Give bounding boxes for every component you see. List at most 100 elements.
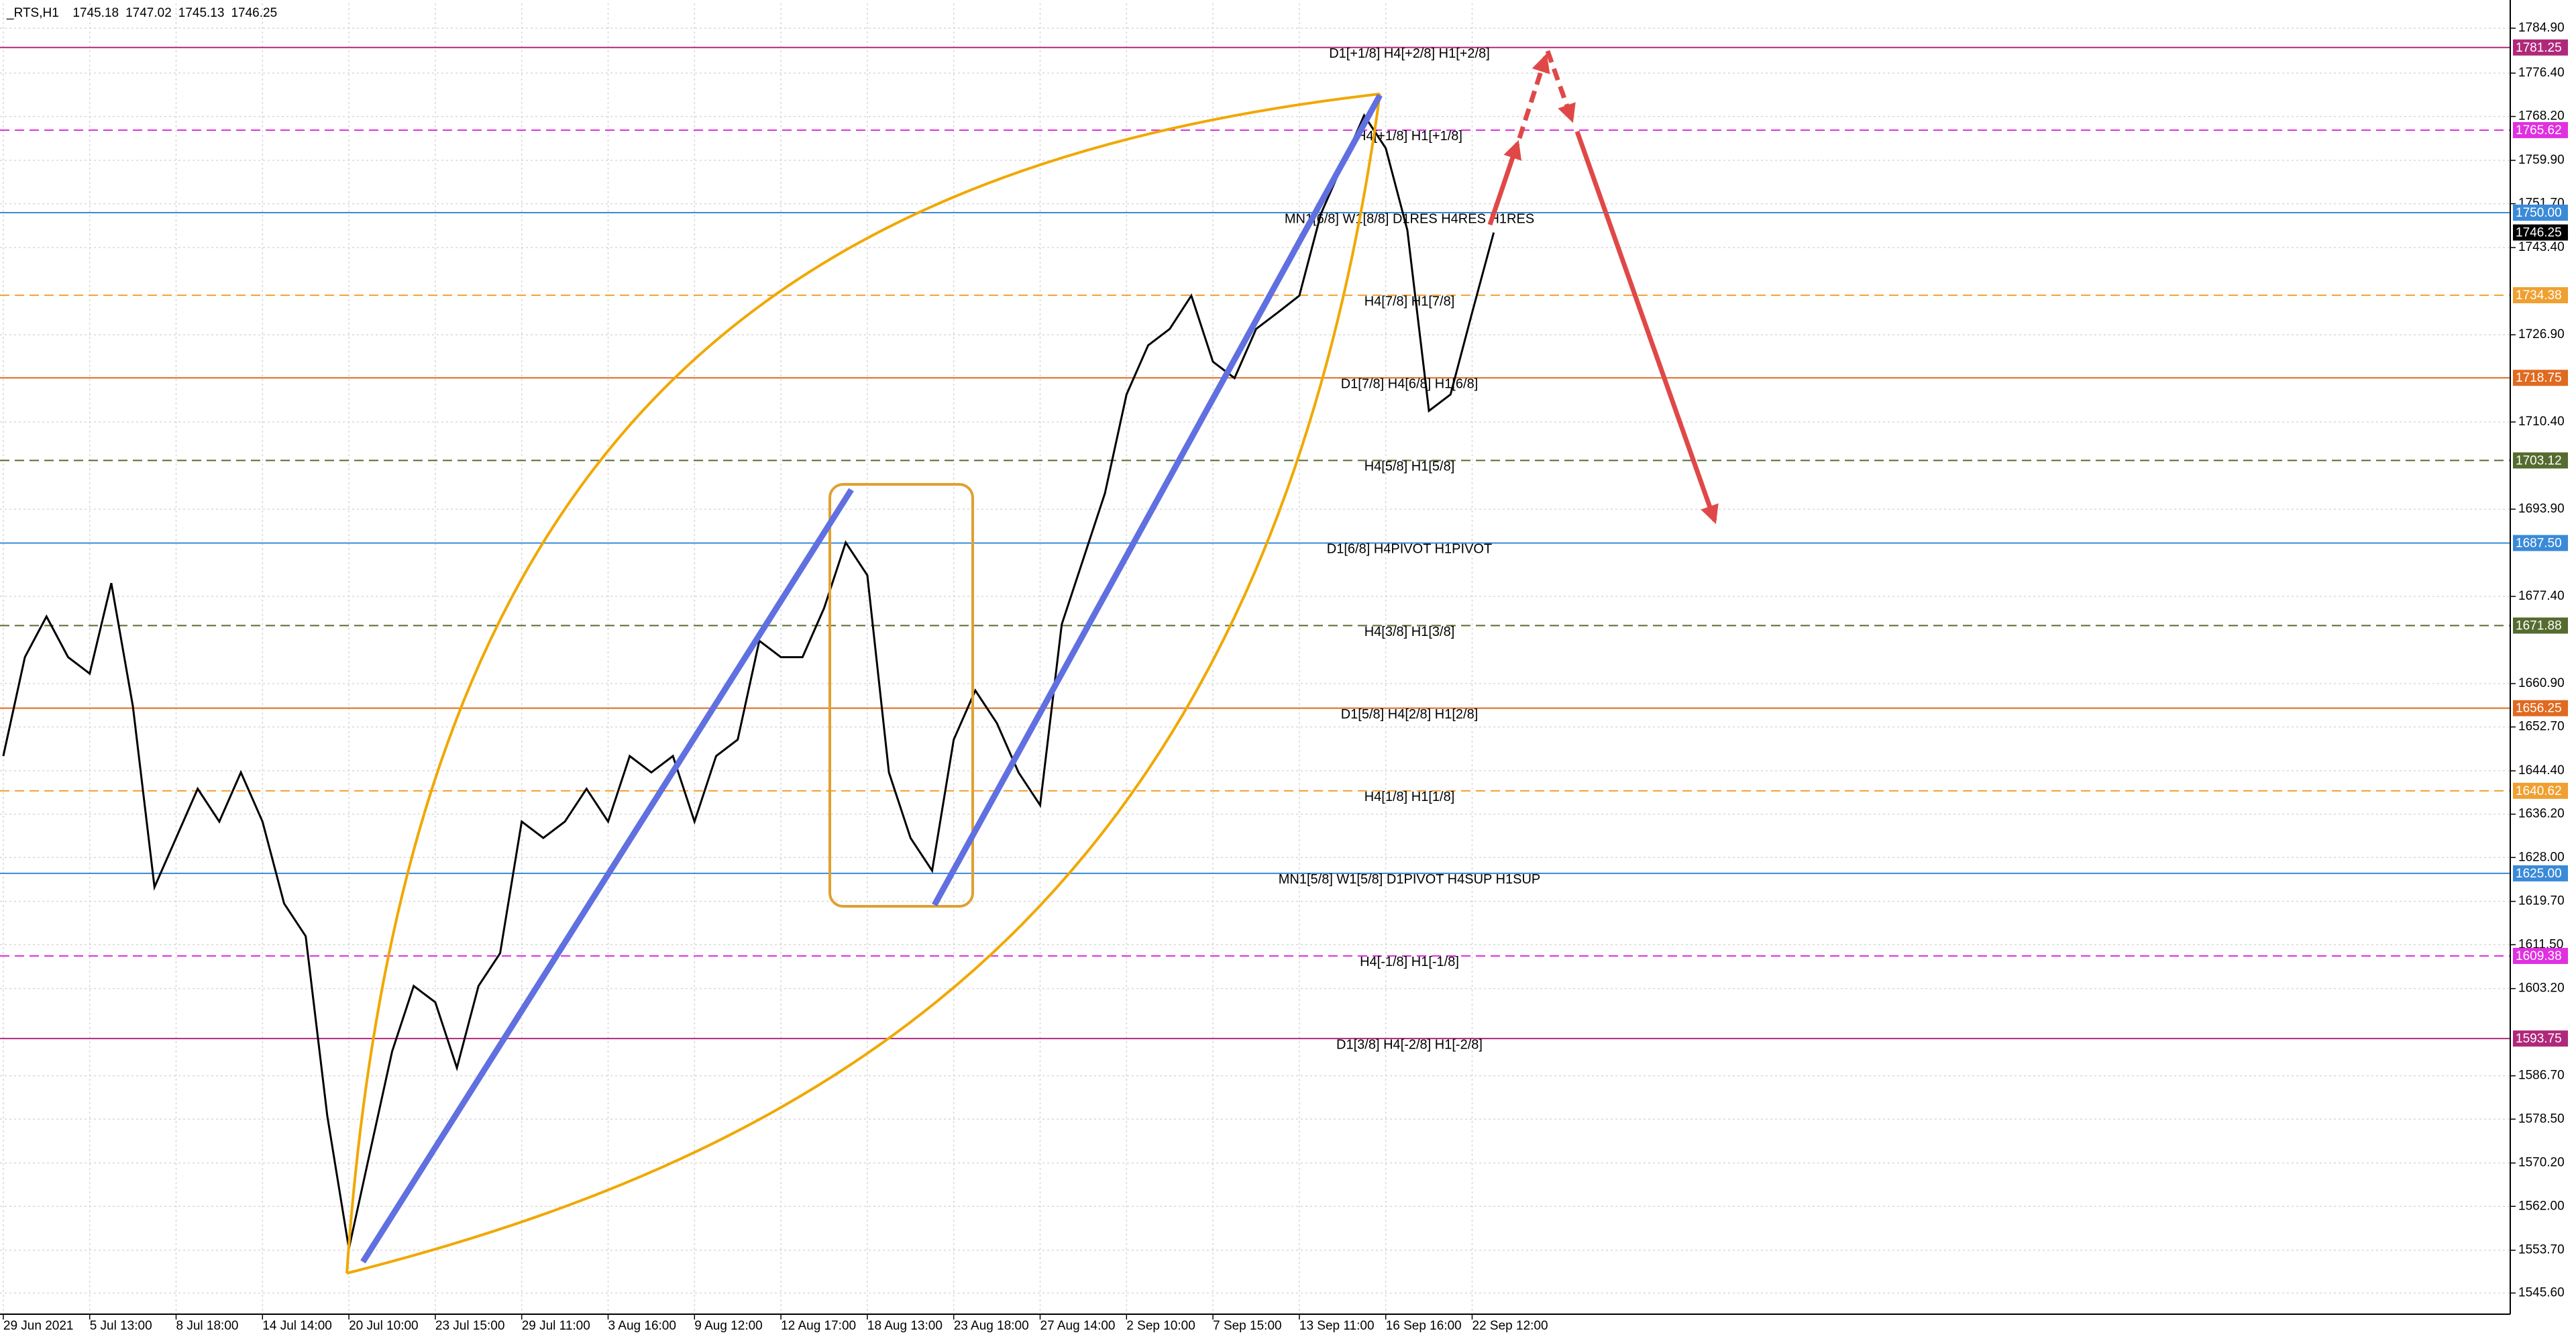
ohlc-value: 1745.18 (72, 6, 119, 20)
y-tick-label: 1545.60 (2518, 1285, 2565, 1299)
price-tag (2513, 452, 2568, 469)
y-tick-label: 1603.20 (2518, 981, 2565, 996)
y-tick-label: 1660.90 (2518, 676, 2565, 690)
price-tag (2513, 370, 2568, 386)
level-label: H4[3/8] H1[3/8] (1364, 625, 1455, 639)
forecast-arrow (1517, 53, 1550, 140)
price-tag (2513, 121, 2568, 138)
grid-layer (0, 3, 2510, 1314)
x-tick-label: 8 Jul 18:00 (176, 1319, 239, 1333)
price-tag-label: 1750.00 (2516, 206, 2562, 220)
x-tick-label: 22 Sep 12:00 (1472, 1319, 1548, 1333)
y-tick-label: 1644.40 (2518, 763, 2565, 778)
price-tag-label: 1625.00 (2516, 867, 2562, 881)
price-tag-label: 1781.25 (2516, 41, 2562, 55)
price-tag (2513, 700, 2568, 716)
level-label: D1[5/8] H4[2/8] H1[2/8] (1341, 707, 1479, 722)
x-tick-label: 29 Jul 11:00 (522, 1319, 590, 1333)
x-tick-label: 2 Sep 10:00 (1126, 1319, 1195, 1333)
price-tag (2513, 782, 2568, 799)
price-tag-label: 1671.88 (2516, 619, 2562, 633)
level-label: D1[7/8] H4[6/8] H1[6/8] (1341, 377, 1479, 392)
y-tick-label: 1586.70 (2518, 1069, 2565, 1083)
x-tick-label: 20 Jul 10:00 (349, 1319, 419, 1333)
price-tag-label: 1765.62 (2516, 123, 2562, 138)
price-tag (2513, 205, 2568, 221)
range-box (828, 483, 974, 908)
y-tick-label: 1693.90 (2518, 502, 2565, 516)
y-tick-label: 1628.00 (2518, 850, 2565, 864)
y-tick-label: 1619.70 (2518, 894, 2565, 908)
x-tick-label: 9 Aug 12:00 (694, 1319, 762, 1333)
arc-upper (345, 93, 1381, 1274)
y-tick-label: 1677.40 (2518, 589, 2565, 603)
x-tick-label: 18 Aug 13:00 (867, 1319, 943, 1333)
level-label: H4[1/8] H1[1/8] (1364, 790, 1455, 804)
level-label: H4[7/8] H1[7/8] (1364, 294, 1455, 309)
x-tick-label: 13 Sep 11:00 (1299, 1319, 1375, 1333)
price-tag-label: 1703.12 (2516, 453, 2562, 468)
price-tag-label: 1656.25 (2516, 702, 2562, 716)
level-label: H4[+1/8] H1[+1/8] (1356, 129, 1462, 144)
price-tag (2513, 39, 2568, 56)
x-tick-label: 3 Aug 16:00 (608, 1319, 676, 1333)
arc-lower (346, 93, 1381, 1275)
price-tag (2513, 287, 2568, 304)
x-tick-label: 29 Jun 2021 (3, 1319, 74, 1333)
x-tick-label: 7 Sep 15:00 (1213, 1319, 1281, 1333)
level-label: D1[+1/8] H4[+2/8] H1[+2/8] (1329, 46, 1490, 61)
level-label: MN1[5/8] W1[5/8] D1PIVOT H4SUP H1SUP (1279, 872, 1541, 887)
level-label: D1[6/8] H4PIVOT H1PIVOT (1327, 542, 1492, 557)
forecast-arrow (1545, 50, 1576, 123)
price-tag-label: 1734.38 (2516, 288, 2562, 303)
chart-header: _RTS,H1 1745.18 1747.02 1745.13 1746.25 (6, 6, 277, 20)
y-tick-label: 1570.20 (2518, 1156, 2565, 1170)
y-tick-label: 1776.40 (2518, 66, 2565, 80)
y-tick-label: 1652.70 (2518, 720, 2565, 734)
y-tick-label: 1636.20 (2518, 807, 2565, 821)
price-tag (2513, 1030, 2568, 1047)
x-tick-label: 16 Sep 16:00 (1386, 1319, 1462, 1333)
y-tick-label: 1710.40 (2518, 415, 2565, 429)
x-tick-label: 27 Aug 14:00 (1040, 1319, 1116, 1333)
y-tick-label: 1768.20 (2518, 109, 2565, 123)
forecast-arrow (1574, 130, 1719, 525)
x-tick-label: 14 Jul 14:00 (262, 1319, 332, 1333)
price-tag (2513, 535, 2568, 551)
price-tag-label: 1609.38 (2516, 949, 2562, 963)
x-tick-label: 23 Aug 18:00 (954, 1319, 1029, 1333)
price-tag (2513, 947, 2568, 964)
trend-line (360, 488, 854, 1264)
last-price-tag (2513, 224, 2568, 241)
y-tick-label: 1784.90 (2518, 21, 2565, 35)
ohlc-value: 1747.02 (125, 6, 172, 20)
y-tick-label: 1578.50 (2518, 1112, 2565, 1126)
price-tag-label: 1640.62 (2516, 784, 2562, 798)
x-tick-label: 23 Jul 15:00 (435, 1319, 505, 1333)
level-label: H4[-1/8] H1[-1/8] (1360, 955, 1459, 969)
price-tag (2513, 617, 2568, 634)
symbol: _RTS,H1 (6, 6, 58, 20)
drawings (345, 50, 1719, 1275)
trend-line (932, 93, 1383, 907)
y-tick-label: 1553.70 (2518, 1243, 2565, 1257)
x-tick-label: 5 Jul 13:00 (90, 1319, 152, 1333)
last-price-label: 1746.25 (2516, 226, 2562, 240)
y-tick-label: 1726.90 (2518, 327, 2565, 341)
y-tick-label: 1562.00 (2518, 1199, 2565, 1213)
price-tag-label: 1687.50 (2516, 536, 2562, 550)
y-tick-label: 1743.40 (2518, 240, 2565, 254)
ohlc-value: 1746.25 (231, 6, 277, 20)
y-tick-label: 1759.90 (2518, 153, 2565, 167)
price-layer (2, 113, 1495, 1249)
ohlc-value: 1745.13 (178, 6, 225, 20)
price-tag-label: 1718.75 (2516, 371, 2562, 385)
forecast-arrow (1487, 140, 1522, 226)
price-line (2, 113, 1495, 1249)
ohlc: 1745.18 1747.02 1745.13 1746.25 (72, 6, 277, 20)
level-layer: D1[+1/8] H4[+2/8] H1[+2/8] H4[+1/8] H1[+1… (0, 46, 2510, 1052)
